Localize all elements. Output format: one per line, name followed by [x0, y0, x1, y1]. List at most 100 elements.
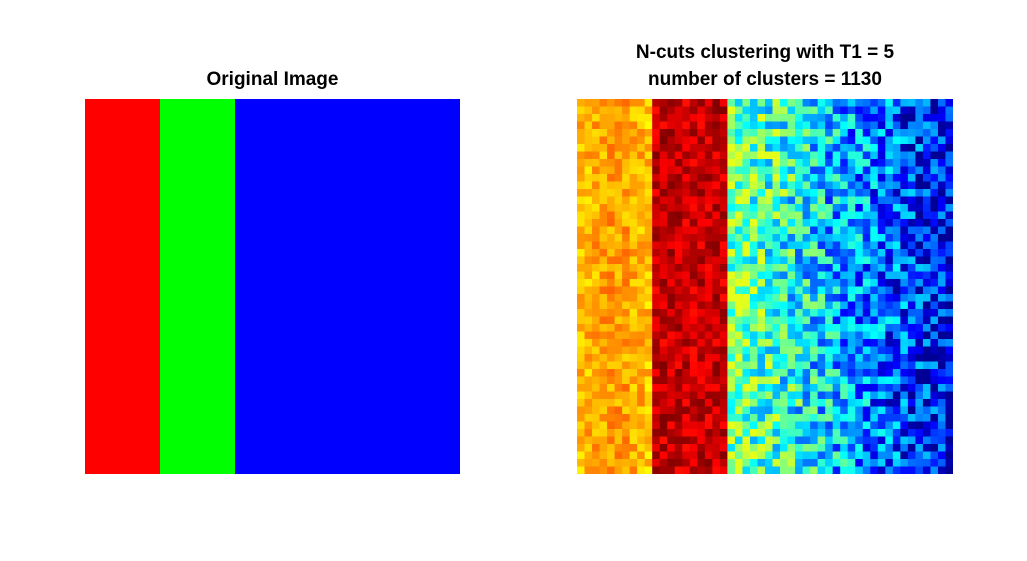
cluster-cell: [614, 234, 623, 243]
cluster-cell: [607, 129, 616, 138]
cluster-cell: [840, 361, 849, 370]
cluster-cell: [644, 301, 653, 310]
cluster-cell: [689, 459, 698, 468]
cluster-cell: [832, 399, 841, 408]
cluster-cell: [644, 309, 653, 318]
cluster-cell: [787, 249, 796, 258]
cluster-cell: [697, 384, 706, 393]
cluster-cell: [870, 144, 879, 153]
cluster-cell: [870, 361, 879, 370]
cluster-cell: [712, 114, 721, 123]
cluster-cell: [607, 159, 616, 168]
cluster-cell: [870, 346, 879, 355]
cluster-cell: [922, 264, 932, 273]
cluster-cell: [629, 324, 638, 333]
cluster-cell: [734, 459, 744, 468]
cluster-cell: [870, 166, 879, 175]
cluster-cell: [607, 99, 616, 108]
cluster-cell: [945, 99, 953, 108]
cluster-cell: [937, 436, 947, 445]
cluster-cell: [637, 151, 646, 160]
cluster-cell: [885, 181, 894, 190]
cluster-cell: [607, 279, 616, 288]
cluster-cell: [719, 196, 728, 205]
cluster-cell: [749, 346, 759, 355]
cluster-cell: [674, 136, 683, 145]
cluster-cell: [915, 256, 924, 265]
cluster-cell: [757, 166, 766, 175]
cluster-cell: [787, 114, 796, 123]
cluster-cell: [734, 219, 744, 228]
cluster-cell: [900, 414, 909, 423]
cluster-cell: [704, 414, 713, 423]
cluster-cell: [802, 144, 811, 153]
cluster-cell: [749, 354, 759, 363]
cluster-cell: [772, 204, 781, 213]
cluster-cell: [652, 466, 661, 474]
cluster-cell: [780, 399, 789, 408]
cluster-cell: [930, 429, 939, 438]
cluster-cell: [614, 121, 623, 130]
cluster-cell: [877, 429, 886, 438]
cluster-cell: [825, 121, 834, 130]
cluster-cell: [622, 324, 631, 333]
cluster-cell: [689, 271, 698, 280]
cluster-cell: [877, 354, 886, 363]
cluster-cell: [787, 226, 796, 235]
cluster-cell: [772, 159, 781, 168]
cluster-cell: [907, 264, 916, 273]
cluster-cell: [937, 459, 947, 468]
cluster-cell: [742, 234, 751, 243]
cluster-cell: [712, 399, 721, 408]
cluster-cell: [682, 414, 691, 423]
cluster-cell: [667, 121, 676, 130]
cluster-cell: [900, 451, 909, 460]
cluster-cell: [930, 459, 939, 468]
cluster-cell: [772, 421, 781, 430]
cluster-cell: [712, 196, 721, 205]
cluster-cell: [885, 256, 894, 265]
cluster-cell: [862, 159, 871, 168]
cluster-cell: [614, 331, 623, 340]
cluster-cell: [629, 331, 638, 340]
cluster-cell: [907, 301, 916, 310]
cluster-cell: [787, 294, 796, 303]
cluster-cell: [885, 234, 894, 243]
cluster-cell: [930, 99, 939, 108]
cluster-cell: [674, 361, 683, 370]
cluster-cell: [659, 384, 668, 393]
cluster-cell: [689, 466, 698, 474]
cluster-cell: [652, 346, 661, 355]
cluster-cell: [877, 256, 886, 265]
cluster-cell: [937, 234, 947, 243]
cluster-cell: [614, 106, 623, 115]
cluster-cell: [727, 429, 736, 438]
cluster-cell: [817, 204, 826, 213]
cluster-cell: [674, 234, 683, 243]
cluster-cell: [765, 331, 774, 340]
cluster-cell: [667, 406, 676, 415]
cluster-cell: [840, 451, 849, 460]
cluster-cell: [907, 444, 916, 453]
cluster-cell: [727, 451, 736, 460]
cluster-cell: [689, 301, 698, 310]
cluster-cell: [825, 369, 834, 378]
cluster-cell: [907, 309, 916, 318]
cluster-cell: [930, 151, 939, 160]
cluster-cell: [674, 211, 683, 220]
cluster-cell: [637, 189, 646, 198]
cluster-cell: [749, 129, 759, 138]
cluster-cell: [802, 286, 811, 295]
cluster-cell: [930, 436, 939, 445]
cluster-cell: [787, 271, 796, 280]
cluster-cell: [659, 361, 668, 370]
cluster-cell: [885, 211, 894, 220]
cluster-cell: [772, 331, 781, 340]
cluster-cell: [765, 189, 774, 198]
cluster-cell: [712, 226, 721, 235]
cluster-cell: [930, 129, 939, 138]
cluster-cell: [772, 301, 781, 310]
cluster-cell: [900, 279, 909, 288]
cluster-cell: [674, 294, 683, 303]
cluster-cell: [862, 414, 871, 423]
